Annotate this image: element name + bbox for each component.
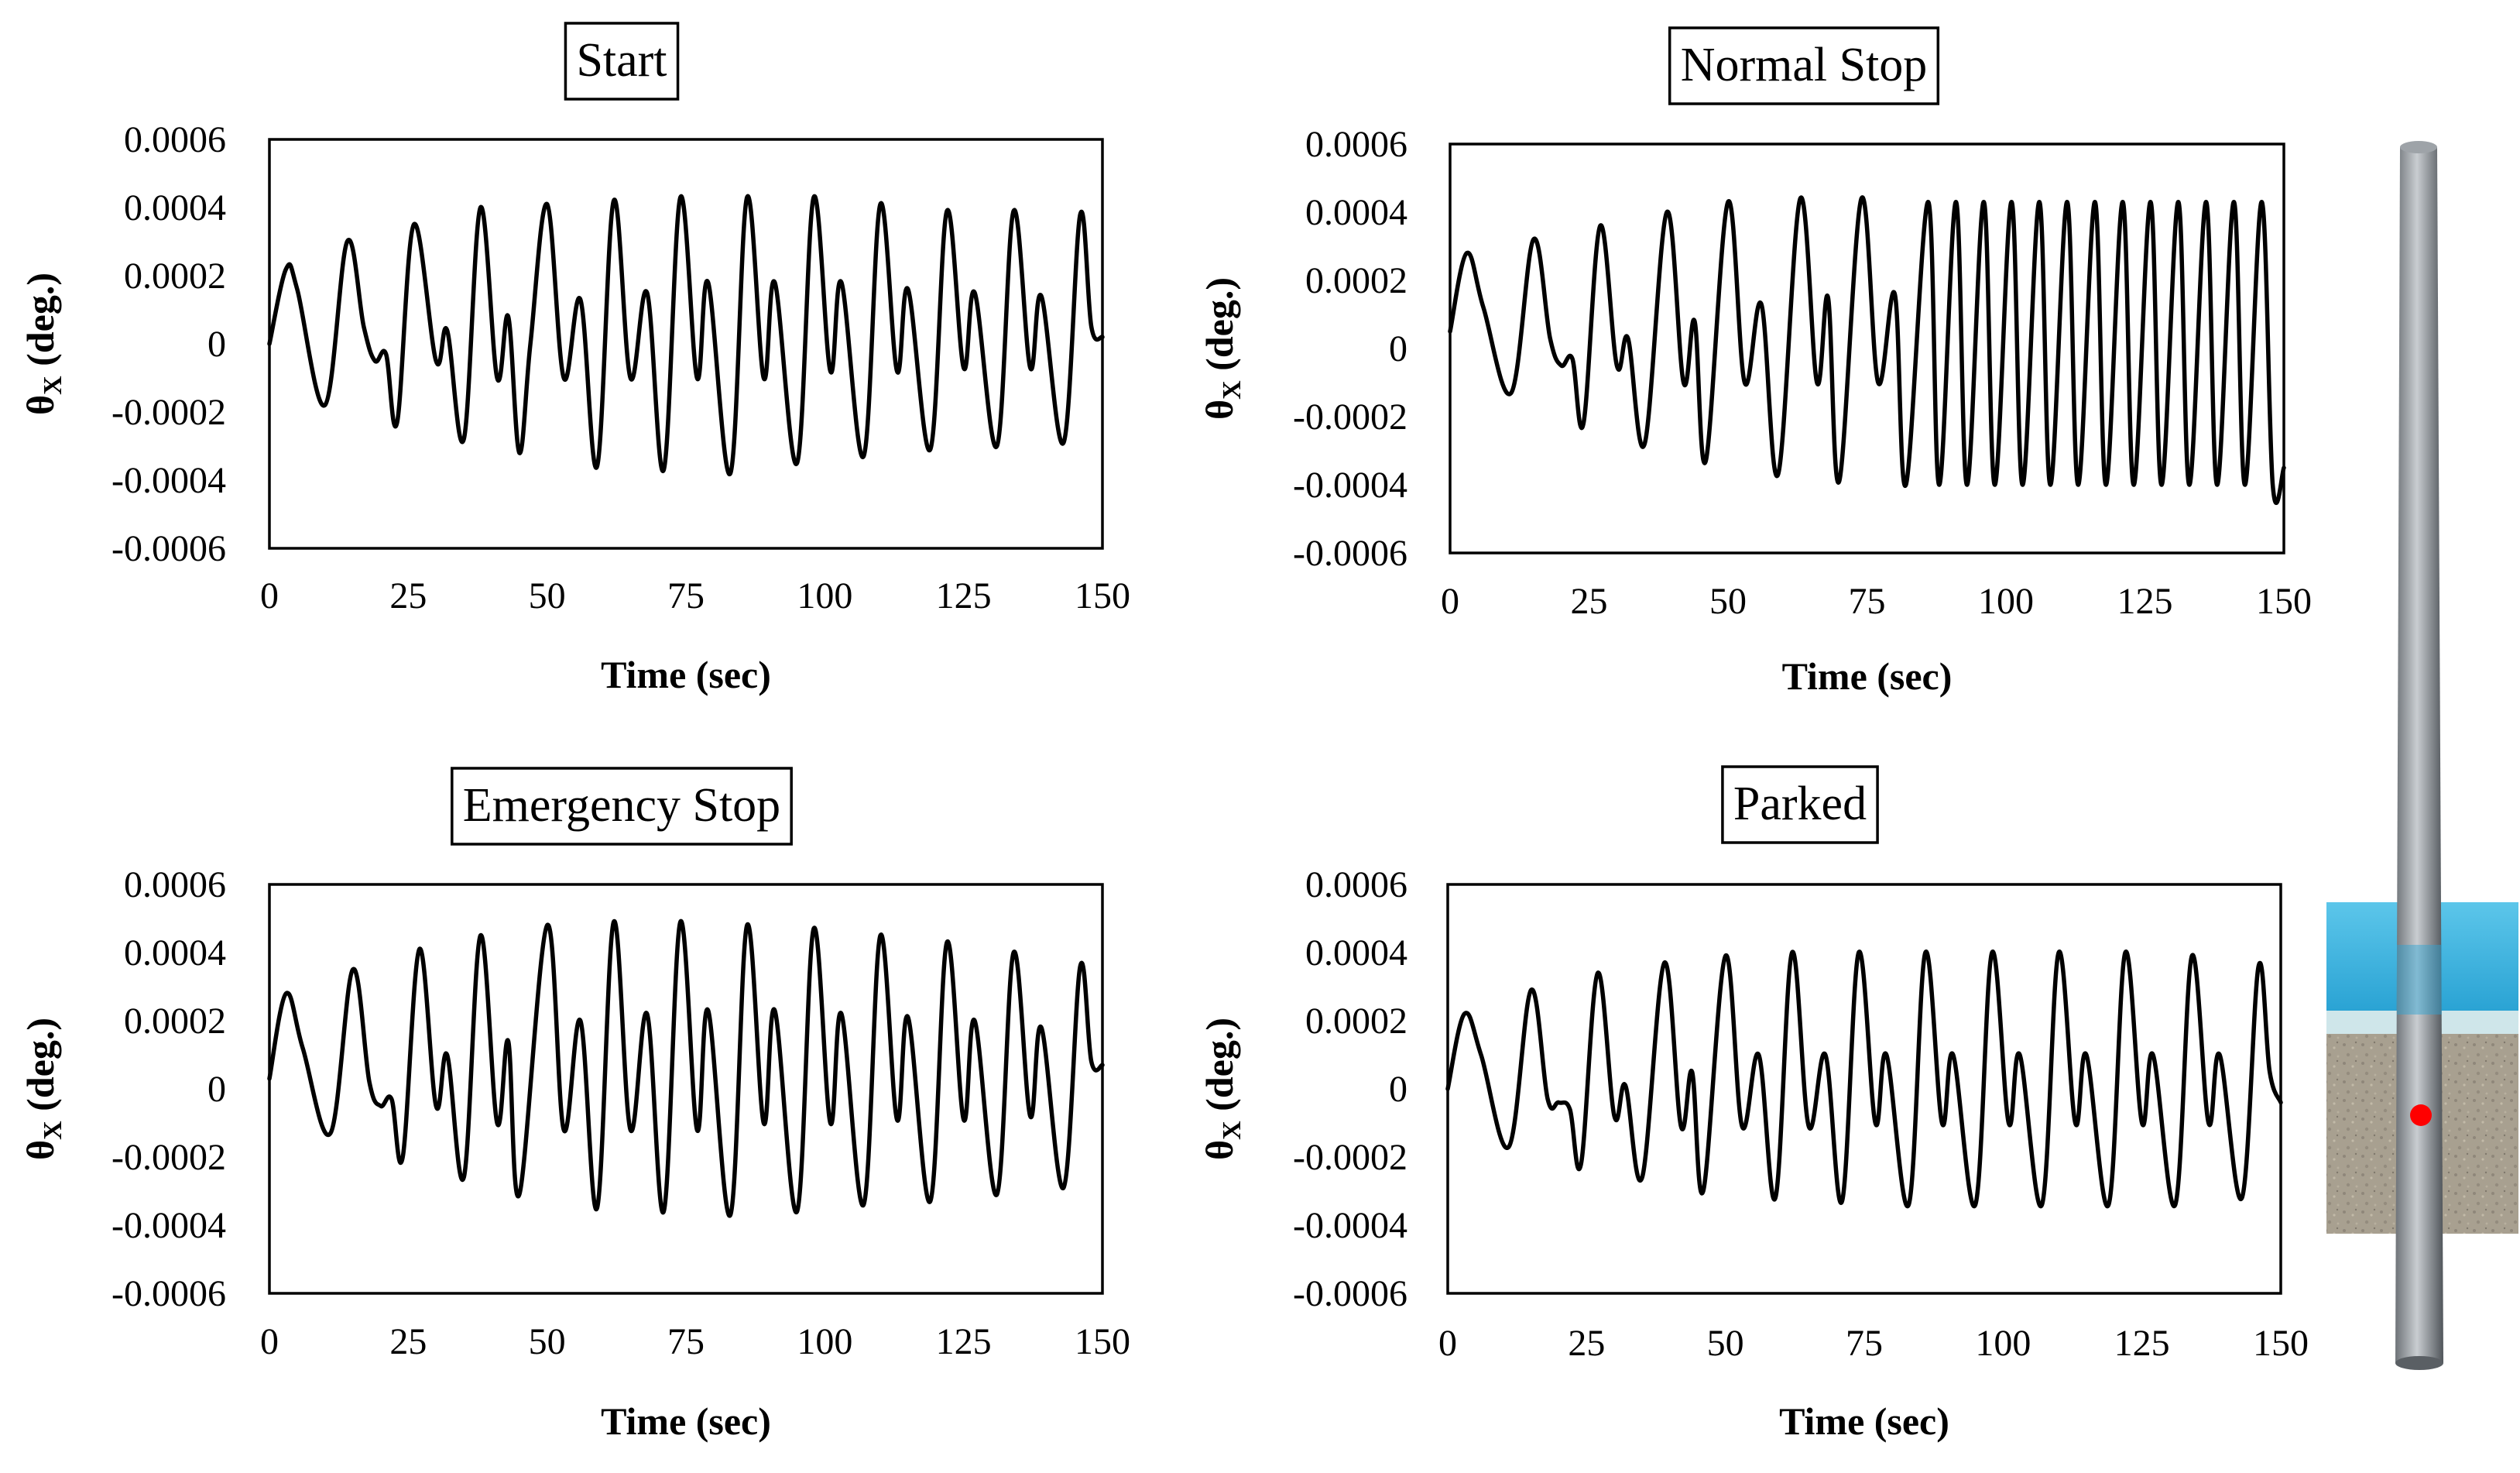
y-tick-label: 0.0002 xyxy=(124,256,226,297)
x-tick-label: 75 xyxy=(667,575,705,616)
x-tick-label: 25 xyxy=(389,1321,427,1362)
x-tick-label: 150 xyxy=(1075,575,1130,616)
y-tick-label: 0 xyxy=(207,1069,226,1110)
x-tick-label: 150 xyxy=(2253,1323,2309,1364)
y-tick-label: 0.0006 xyxy=(124,119,226,160)
x-tick-label: 50 xyxy=(1707,1323,1744,1364)
y-tick-label: -0.0002 xyxy=(1293,1137,1407,1178)
y-tick-label: -0.0006 xyxy=(111,528,226,569)
chart-panel: 0.0006 0.0004 0.0002 0 -0.0002 -0.0004 -0.0006… xyxy=(1198,26,2312,698)
x-tick-label: 0 xyxy=(1441,581,1459,622)
x-axis-label: Time (sec) xyxy=(1779,1399,1949,1443)
y-tick-label: -0.0002 xyxy=(1293,397,1407,438)
x-tick-label: 75 xyxy=(1846,1323,1883,1364)
x-tick-label: 75 xyxy=(667,1321,705,1362)
series-line xyxy=(267,194,1105,476)
y-tick-label: -0.0002 xyxy=(111,392,226,433)
x-tick-label: 125 xyxy=(2114,1323,2170,1364)
y-tick-label: 0.0004 xyxy=(1305,932,1407,973)
chart-panel: 0.0006 0.0004 0.0002 0 -0.0002 -0.0004 -0.0006… xyxy=(1198,765,2309,1443)
series-line xyxy=(1445,949,2283,1209)
y-tick-label: 0 xyxy=(1389,328,1407,369)
monopile-illustration xyxy=(2326,141,2518,1370)
y-tick-label: -0.0006 xyxy=(1293,533,1407,574)
x-tick-label: 100 xyxy=(797,1321,852,1362)
x-tick-label: 50 xyxy=(1709,581,1747,622)
x-tick-label: 0 xyxy=(1438,1323,1457,1364)
title-box xyxy=(564,22,680,101)
x-tick-label: 150 xyxy=(1075,1321,1130,1362)
x-axis-label: Time (sec) xyxy=(601,1399,771,1443)
x-tick-label: 100 xyxy=(1978,581,2034,622)
chart-panel: 0.0006 0.0004 0.0002 0 -0.0002 -0.0004 -0.0006… xyxy=(19,767,1130,1443)
y-tick-label: 0.0002 xyxy=(124,1001,226,1042)
x-tick-label: 100 xyxy=(1975,1323,2031,1364)
y-tick-label: -0.0004 xyxy=(1293,1205,1407,1246)
y-tick-label: 0.0002 xyxy=(1305,260,1407,301)
plot-frame xyxy=(268,883,1104,1295)
chart-panel: 0.0006 0.0004 0.0002 0 -0.0002 -0.0004 -0.0006… xyxy=(19,22,1130,696)
x-tick-label: 125 xyxy=(936,575,992,616)
y-axis-label: θX (deg.) xyxy=(19,273,67,415)
x-tick-label: 25 xyxy=(389,575,427,616)
y-tick-label: 0 xyxy=(207,324,226,365)
y-tick-label: 0.0006 xyxy=(1305,124,1407,165)
chart-title: Parked xyxy=(1733,778,1867,830)
x-tick-label: 75 xyxy=(1849,581,1886,622)
series-line xyxy=(1448,195,2286,505)
x-tick-label: 150 xyxy=(2256,581,2312,622)
y-tick-label: 0.0004 xyxy=(124,187,226,228)
monopile-tower xyxy=(2395,147,2443,1363)
measurement-point-marker xyxy=(2410,1104,2432,1126)
y-tick-label: -0.0004 xyxy=(1293,465,1407,506)
x-tick-label: 50 xyxy=(529,1321,566,1362)
y-tick-label: -0.0004 xyxy=(111,460,226,501)
plot-frame xyxy=(268,138,1104,550)
y-tick-label: -0.0006 xyxy=(111,1273,226,1314)
y-axis-label: θX (deg.) xyxy=(1198,1018,1246,1160)
x-tick-label: 125 xyxy=(936,1321,992,1362)
y-tick-label: 0.0004 xyxy=(124,932,226,973)
monopile-top xyxy=(2400,141,2437,153)
x-tick-label: 50 xyxy=(529,575,566,616)
plot-frame xyxy=(1446,883,2282,1295)
y-tick-label: -0.0006 xyxy=(1293,1273,1407,1314)
x-tick-label: 125 xyxy=(2117,581,2173,622)
x-tick-label: 0 xyxy=(260,1321,279,1362)
x-axis-label: Time (sec) xyxy=(601,653,771,696)
series-line xyxy=(267,919,1105,1218)
y-tick-label: 0.0006 xyxy=(124,864,226,905)
y-axis-label: θX (deg.) xyxy=(1198,277,1246,420)
y-tick-label: -0.0002 xyxy=(111,1137,226,1178)
y-tick-label: 0.0006 xyxy=(1305,864,1407,905)
monopile-base xyxy=(2395,1356,2443,1370)
title-box xyxy=(1721,765,1879,844)
chart-title: Start xyxy=(576,34,667,87)
y-tick-label: -0.0004 xyxy=(111,1205,226,1246)
y-tick-label: 0.0002 xyxy=(1305,1001,1407,1042)
plot-frame xyxy=(1449,142,2285,555)
chart-title: Normal Stop xyxy=(1681,39,1928,91)
y-axis-label: θX (deg.) xyxy=(19,1018,67,1160)
y-tick-label: 0 xyxy=(1389,1069,1407,1110)
chart-title: Emergency Stop xyxy=(463,779,780,832)
pile-submerged-tint xyxy=(2397,945,2442,1015)
x-tick-label: 0 xyxy=(260,575,279,616)
x-tick-label: 25 xyxy=(1568,1323,1605,1364)
title-box xyxy=(451,767,793,846)
title-box xyxy=(1668,26,1940,105)
x-axis-label: Time (sec) xyxy=(1782,654,1953,698)
x-tick-label: 25 xyxy=(1571,581,1608,622)
x-tick-label: 100 xyxy=(797,575,852,616)
y-tick-label: 0.0004 xyxy=(1305,192,1407,233)
